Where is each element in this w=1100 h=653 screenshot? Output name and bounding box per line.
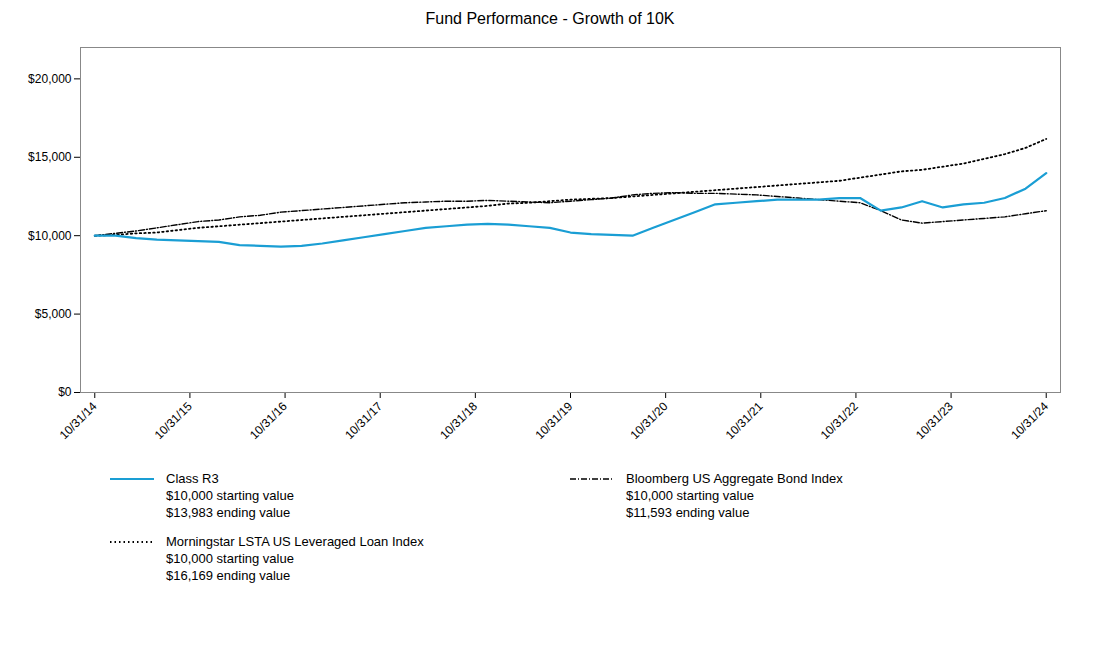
svg-text:10/31/21: 10/31/21 [723, 399, 766, 442]
html-text:Bloomberg US Aggregate Bond In: Bloomberg US Aggregate Bond Index [626, 471, 843, 486]
svg-text:$5,000: $5,000 [35, 307, 72, 321]
svg-text:10/31/16: 10/31/16 [247, 399, 290, 442]
svg-text:10/31/23: 10/31/23 [913, 399, 956, 442]
svg-text:$0: $0 [58, 385, 72, 399]
svg-text:10/31/22: 10/31/22 [818, 399, 861, 442]
html-text:$10,000 starting value: $10,000 starting value [166, 488, 294, 503]
svg-text:$20,000: $20,000 [28, 72, 72, 86]
svg-text:10/31/17: 10/31/17 [342, 399, 385, 442]
svg-text:10/31/24: 10/31/24 [1008, 399, 1051, 442]
svg-text:10/31/15: 10/31/15 [152, 399, 195, 442]
svg-text:$10,000: $10,000 [28, 229, 72, 243]
html-text:Morningstar LSTA US Leveraged: Morningstar LSTA US Leveraged Loan Index [166, 534, 424, 549]
svg-text:$15,000: $15,000 [28, 150, 72, 164]
html-text:Fund Performance - Growth of 1: Fund Performance - Growth of 10K [425, 10, 675, 27]
html-text:$11,593 ending value: $11,593 ending value [626, 505, 750, 520]
html-text:$16,169 ending value: $16,169 ending value [166, 568, 291, 583]
svg-text:10/31/18: 10/31/18 [437, 399, 480, 442]
html-text:$13,983 ending value: $13,983 ending value [166, 505, 291, 520]
html-text:Class R3: Class R3 [166, 471, 219, 486]
svg-text:10/31/20: 10/31/20 [628, 399, 671, 442]
svg-text:10/31/14: 10/31/14 [57, 399, 100, 442]
html-text:$10,000 starting value: $10,000 starting value [626, 488, 754, 503]
svg-text:10/31/19: 10/31/19 [532, 399, 575, 442]
html-text:$10,000 starting value: $10,000 starting value [166, 551, 294, 566]
